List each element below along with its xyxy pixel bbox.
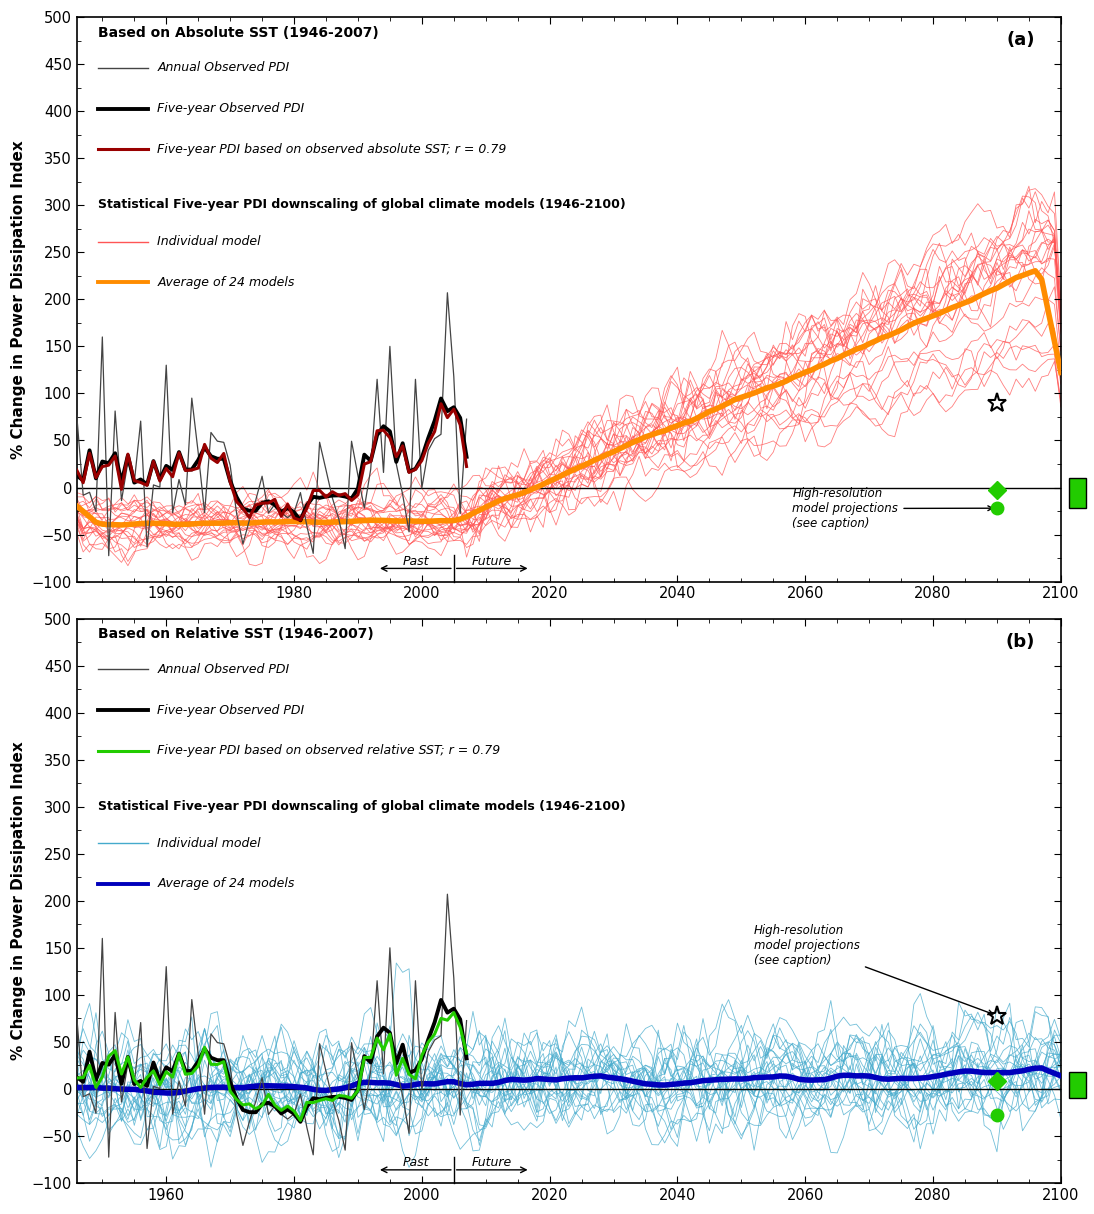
Text: Individual model: Individual model [158,836,261,850]
Text: Five-year PDI based on observed relative SST; r = 0.79: Five-year PDI based on observed relative… [158,744,501,758]
Text: Future: Future [472,555,512,568]
Text: (a): (a) [1006,32,1035,50]
Text: Statistical Five-year PDI downscaling of global climate models (1946-2100): Statistical Five-year PDI downscaling of… [98,800,626,812]
Y-axis label: % Change in Power Dissipation Index: % Change in Power Dissipation Index [11,742,26,1060]
Bar [1069,1072,1086,1099]
Text: Five-year Observed PDI: Five-year Observed PDI [158,102,305,115]
Text: Based on Absolute SST (1946-2007): Based on Absolute SST (1946-2007) [98,25,380,40]
Text: High-resolution
model projections
(see caption): High-resolution model projections (see c… [792,487,992,531]
Text: (b): (b) [1005,632,1035,651]
Text: Past: Past [403,1156,429,1169]
Text: Average of 24 models: Average of 24 models [158,276,295,289]
Text: Average of 24 models: Average of 24 models [158,878,295,890]
Text: High-resolution
model projections
(see caption): High-resolution model projections (see c… [754,924,993,1015]
Text: Annual Observed PDI: Annual Observed PDI [158,62,290,74]
Y-axis label: % Change in Power Dissipation Index: % Change in Power Dissipation Index [11,140,26,459]
Text: Based on Relative SST (1946-2007): Based on Relative SST (1946-2007) [98,626,374,641]
Text: Future: Future [472,1156,512,1169]
Text: Individual model: Individual model [158,236,261,249]
Bar [1069,478,1086,509]
Text: Five-year Observed PDI: Five-year Observed PDI [158,703,305,716]
Text: Annual Observed PDI: Annual Observed PDI [158,663,290,676]
Text: Past: Past [403,555,429,568]
Text: Statistical Five-year PDI downscaling of global climate models (1946-2100): Statistical Five-year PDI downscaling of… [98,198,626,211]
Text: Five-year PDI based on observed absolute SST; r = 0.79: Five-year PDI based on observed absolute… [158,143,507,155]
